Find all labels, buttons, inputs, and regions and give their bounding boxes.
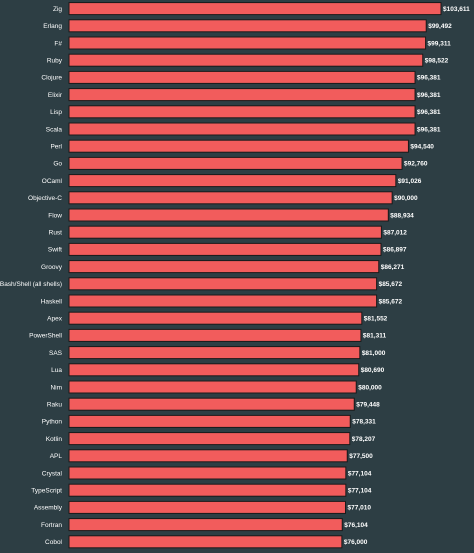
bar xyxy=(68,397,355,411)
category-label: Erlang xyxy=(43,23,62,30)
bar xyxy=(68,260,380,274)
category-label: Crystal xyxy=(42,470,63,477)
value-label: $81,311 xyxy=(363,333,387,340)
category-label: Lisp xyxy=(50,109,62,116)
category-label: Swift xyxy=(48,247,62,254)
bar xyxy=(68,225,382,239)
bar xyxy=(68,53,424,67)
value-label: $86,897 xyxy=(383,247,407,254)
value-label: $94,540 xyxy=(410,144,434,151)
value-label: $80,690 xyxy=(361,367,385,374)
bar xyxy=(68,174,397,188)
bar xyxy=(68,88,416,102)
bar xyxy=(68,518,343,532)
bar xyxy=(68,414,351,428)
category-label: Cobol xyxy=(45,539,63,546)
value-label: $92,760 xyxy=(404,161,428,168)
value-label: $81,000 xyxy=(362,350,386,357)
category-label: Lua xyxy=(51,367,62,374)
bar xyxy=(68,36,427,50)
category-label: Fortran xyxy=(41,522,62,529)
category-label: SAS xyxy=(49,350,63,357)
value-label: $96,381 xyxy=(417,109,441,116)
value-label: $81,552 xyxy=(364,316,388,323)
bar xyxy=(68,139,409,153)
value-label: $91,026 xyxy=(398,178,422,185)
category-label: Zig xyxy=(53,6,62,13)
value-label: $77,500 xyxy=(349,453,373,460)
category-label: Groovy xyxy=(41,264,63,271)
value-label: $103,611 xyxy=(443,6,470,13)
value-label: $96,381 xyxy=(417,75,441,82)
category-label: Rust xyxy=(49,230,63,237)
bar xyxy=(68,156,403,170)
category-label: PowerShell xyxy=(29,333,62,340)
value-label: $76,000 xyxy=(344,539,368,546)
bar xyxy=(68,363,360,377)
category-label: Python xyxy=(42,419,63,426)
value-label: $76,104 xyxy=(344,522,368,529)
category-label: Nim xyxy=(50,384,62,391)
bar xyxy=(68,19,427,33)
value-label: $90,000 xyxy=(394,195,418,202)
value-label: $77,104 xyxy=(348,488,372,495)
bar xyxy=(68,70,416,84)
category-label: Apex xyxy=(47,316,63,323)
category-label: Go xyxy=(53,161,62,168)
category-label: F# xyxy=(54,40,62,47)
category-label: Perl xyxy=(50,144,62,151)
value-label: $78,331 xyxy=(352,419,376,426)
bar xyxy=(68,535,343,549)
bar xyxy=(68,122,416,136)
bar xyxy=(68,208,389,222)
value-label: $80,000 xyxy=(358,384,382,391)
value-label: $99,492 xyxy=(428,23,452,30)
value-label: $85,672 xyxy=(379,281,403,288)
value-label: $86,271 xyxy=(381,264,405,271)
bar xyxy=(68,311,363,325)
value-label: $88,934 xyxy=(390,212,414,219)
bar xyxy=(68,500,346,514)
category-label: Haskell xyxy=(41,298,63,305)
bar xyxy=(68,328,362,342)
category-label: Flow xyxy=(48,212,62,219)
category-label: Bash/Shell (all shells) xyxy=(0,281,62,288)
category-label: OCaml xyxy=(42,178,63,185)
value-label: $99,311 xyxy=(428,40,452,47)
category-label: Objective-C xyxy=(28,195,62,202)
bar xyxy=(68,2,442,16)
value-label: $96,381 xyxy=(417,92,441,99)
bar xyxy=(68,277,378,291)
value-label: $78,207 xyxy=(352,436,376,443)
bar xyxy=(68,432,351,446)
value-label: $77,104 xyxy=(348,470,372,477)
category-label: Assembly xyxy=(34,505,63,512)
category-label: Kotlin xyxy=(46,436,63,443)
value-label: $96,381 xyxy=(417,126,441,133)
bar xyxy=(68,294,378,308)
value-label: $77,010 xyxy=(347,505,371,512)
bar xyxy=(68,466,347,480)
value-label: $85,672 xyxy=(379,298,403,305)
category-label: APL xyxy=(50,453,63,460)
value-label: $79,448 xyxy=(356,402,380,409)
bar xyxy=(68,449,348,463)
bar xyxy=(68,105,416,119)
value-label: $98,522 xyxy=(425,58,449,65)
category-label: Scala xyxy=(46,126,63,133)
category-label: Clojure xyxy=(41,75,62,82)
bar xyxy=(68,242,382,256)
bar xyxy=(68,483,347,497)
category-label: Ruby xyxy=(47,58,63,65)
value-label: $87,012 xyxy=(383,230,407,237)
category-label: TypeScript xyxy=(31,488,62,495)
category-label: Raku xyxy=(47,402,63,409)
bar xyxy=(68,191,393,205)
bar xyxy=(68,380,357,394)
bar xyxy=(68,346,361,360)
category-label: Elixir xyxy=(48,92,63,99)
